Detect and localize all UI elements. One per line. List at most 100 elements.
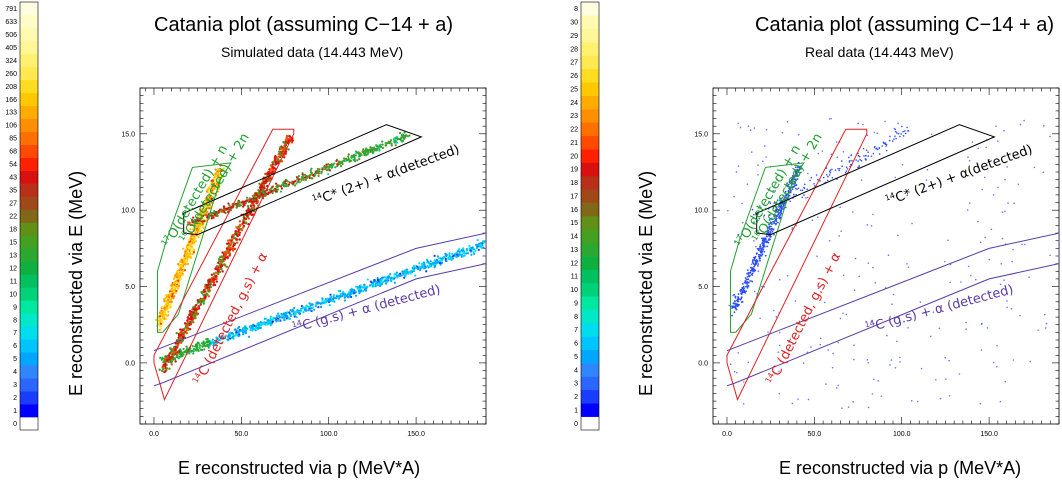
data-point xyxy=(378,284,382,288)
data-point xyxy=(264,323,267,326)
data-point xyxy=(796,178,799,181)
data-point xyxy=(374,280,377,283)
data-point xyxy=(236,241,239,244)
y-tick-label: 10.0 xyxy=(694,208,708,215)
data-point xyxy=(981,188,984,191)
data-point xyxy=(236,203,239,207)
data-point xyxy=(838,167,841,170)
data-point xyxy=(747,281,750,284)
colorbar-swatch xyxy=(20,365,38,379)
colorbar-swatch xyxy=(581,403,599,417)
data-point xyxy=(175,272,178,276)
data-point xyxy=(750,263,753,266)
data-point xyxy=(198,222,202,225)
annotation-text: C (g.s) + α (detected) xyxy=(301,282,442,333)
colorbar-tick-label: 3 xyxy=(574,381,578,388)
data-point xyxy=(440,258,443,262)
data-point xyxy=(840,160,843,162)
colorbar-swatch xyxy=(20,92,38,107)
x-tick-label: 0.0 xyxy=(722,431,732,438)
data-point xyxy=(386,279,389,282)
data-point xyxy=(378,149,381,152)
data-point xyxy=(249,328,252,332)
data-point xyxy=(220,169,223,173)
data-point xyxy=(202,299,206,302)
data-point xyxy=(845,166,848,168)
data-point xyxy=(208,190,211,193)
data-point xyxy=(368,149,371,152)
data-point xyxy=(395,274,399,277)
data-point xyxy=(791,177,794,180)
colorbar-tick-label: 10 xyxy=(9,291,17,298)
data-point xyxy=(763,214,766,217)
data-point xyxy=(202,226,205,229)
colorbar-swatch xyxy=(581,28,599,43)
data-point xyxy=(210,217,213,220)
data-point xyxy=(272,166,276,170)
data-point xyxy=(172,352,175,355)
data-point xyxy=(873,131,876,134)
data-point xyxy=(759,250,762,252)
gate-annotation: 14C (detected, g.s) + α xyxy=(763,250,844,388)
data-point xyxy=(195,219,198,222)
data-point xyxy=(776,210,779,213)
data-point xyxy=(436,255,439,258)
data-point xyxy=(900,133,902,135)
data-point xyxy=(416,267,420,271)
data-point xyxy=(968,202,971,204)
data-point xyxy=(172,348,175,351)
data-point xyxy=(211,280,214,283)
data-point xyxy=(401,272,405,275)
data-point xyxy=(231,234,234,237)
x-axis-label: E reconstructed via p (MeV*A) xyxy=(779,458,1022,478)
data-point xyxy=(831,168,833,171)
y-tick-label: 5.0 xyxy=(698,284,708,291)
data-point xyxy=(756,264,759,267)
data-point xyxy=(727,209,729,212)
data-point xyxy=(749,280,751,282)
data-point xyxy=(897,234,899,237)
data-point xyxy=(857,122,859,125)
data-point xyxy=(175,285,179,289)
data-point xyxy=(274,319,277,322)
colorbar-tick-label: 54 xyxy=(9,162,17,169)
data-point xyxy=(219,255,222,259)
data-point xyxy=(858,166,860,168)
data-point xyxy=(285,311,288,315)
colorbar-swatch xyxy=(20,339,38,353)
data-point xyxy=(252,204,256,208)
data-point xyxy=(275,314,278,317)
data-point xyxy=(770,222,773,225)
x-tick-label: 0.0 xyxy=(149,431,159,438)
data-point xyxy=(288,311,291,314)
annotation-superscript: 14 xyxy=(190,371,203,384)
data-point xyxy=(304,176,307,179)
data-point xyxy=(866,134,869,137)
data-point xyxy=(465,252,468,255)
data-point xyxy=(215,277,218,280)
data-point xyxy=(473,252,476,256)
data-point xyxy=(201,349,204,352)
data-point xyxy=(1019,123,1022,126)
colorbar-swatch xyxy=(20,79,38,94)
y-tick-label: 10.0 xyxy=(121,208,135,215)
data-point xyxy=(776,221,779,224)
data-point xyxy=(177,334,181,337)
data-point xyxy=(277,155,281,158)
data-point xyxy=(193,221,197,224)
data-point xyxy=(183,322,187,325)
gate-purple-c14-gs xyxy=(153,232,486,387)
data-point xyxy=(433,254,436,258)
data-point xyxy=(759,259,761,262)
data-point xyxy=(231,332,235,335)
data-point xyxy=(880,395,883,397)
data-point xyxy=(801,189,804,192)
data-point xyxy=(831,176,834,179)
data-point xyxy=(327,172,330,176)
data-point xyxy=(283,156,286,159)
data-point xyxy=(279,147,283,151)
data-point xyxy=(223,335,226,338)
data-point xyxy=(735,171,738,173)
data-point xyxy=(827,349,829,351)
data-point xyxy=(817,287,820,290)
